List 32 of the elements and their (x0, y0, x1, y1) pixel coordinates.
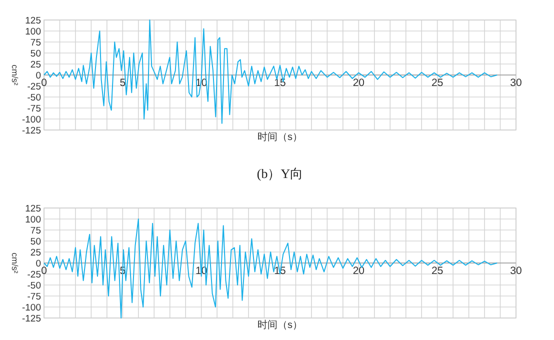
x-tick-label: 20 (352, 265, 365, 277)
y-tick-label: -50 (27, 92, 41, 104)
x-tick-label: 25 (431, 265, 444, 277)
y-tick-label: 50 (30, 236, 41, 248)
y-tick-label: -100 (22, 114, 41, 126)
x-tick-label: 20 (352, 77, 365, 89)
y-tick-label: -25 (27, 270, 41, 280)
y-axis-title: cm/s² (10, 252, 20, 274)
y-axis-title: cm/s² (10, 64, 20, 86)
x-tick-label: 25 (431, 77, 444, 89)
x-axis-title: 时间（s） (258, 319, 302, 331)
y-tick-label: 75 (30, 226, 41, 236)
y-tick-label: 125 (25, 16, 41, 26)
y-tick-label: 25 (30, 248, 41, 258)
y-tick-label: -75 (27, 104, 41, 114)
x-tick-label: 30 (510, 77, 522, 89)
y-tick-label: -125 (22, 126, 41, 136)
x-axis-title: 时间（s） (258, 131, 302, 143)
y-tick-label: -100 (22, 302, 41, 314)
y-tick-label: 25 (30, 60, 41, 70)
y-tick-label: -125 (22, 314, 41, 324)
y-tick-label: 100 (25, 26, 41, 38)
y-tick-label: 50 (30, 48, 41, 60)
y-tick-label: 125 (25, 204, 41, 214)
y-tick-label: -50 (27, 280, 41, 292)
y-tick-label: -25 (27, 82, 41, 92)
y-tick-label: 75 (30, 38, 41, 48)
y-tick-label: -75 (27, 292, 41, 302)
y-tick-label: 100 (25, 214, 41, 226)
x-tick-label: 30 (510, 265, 522, 277)
x-tick-label: 15 (274, 77, 286, 89)
text: (b）Y向 (256, 166, 304, 181)
